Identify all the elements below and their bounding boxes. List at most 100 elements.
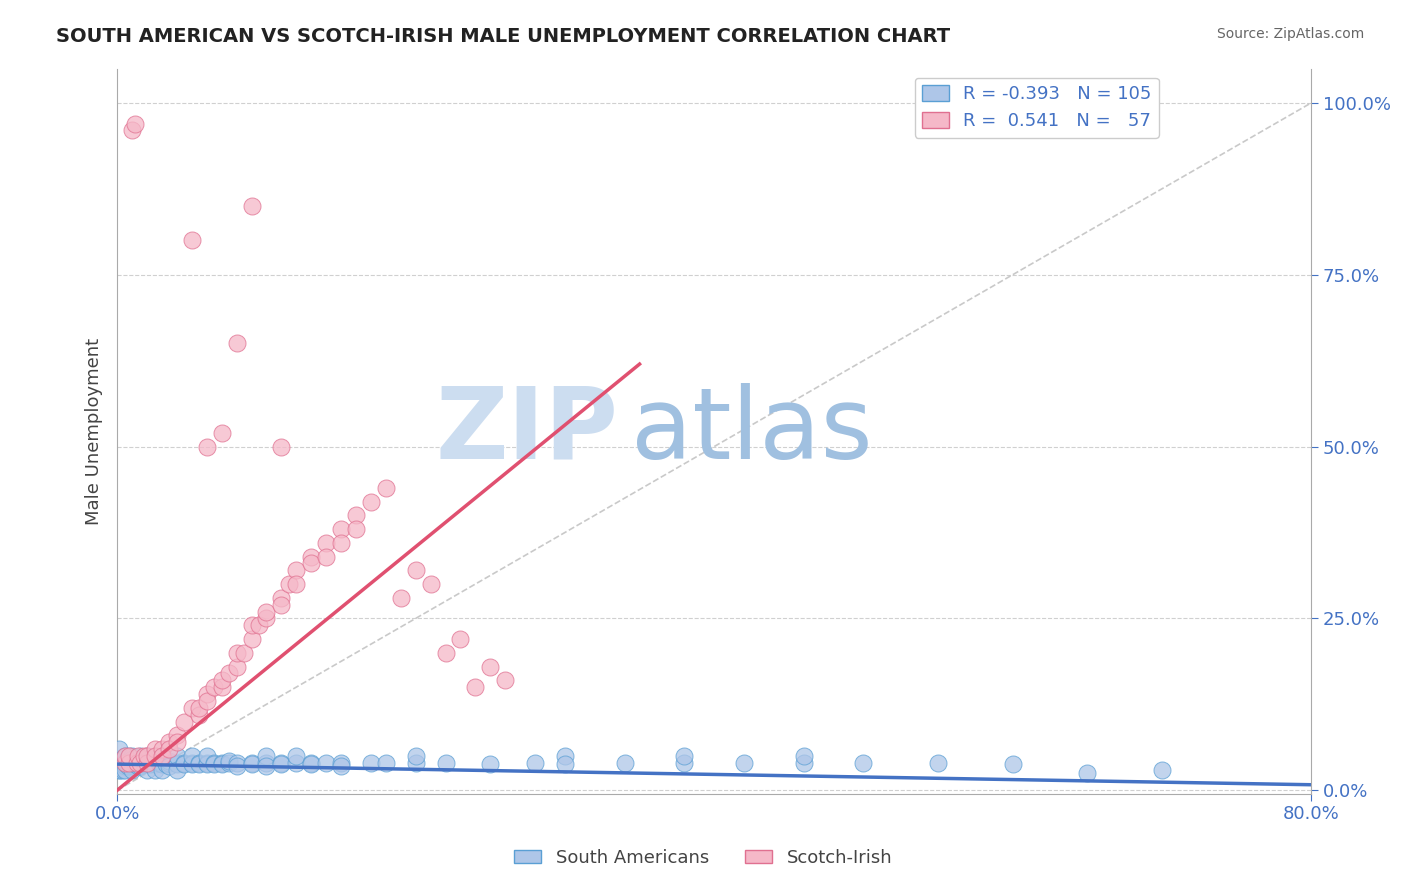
- Point: [554, 757, 576, 772]
- Point: [132, 748, 155, 763]
- Point: [118, 748, 141, 763]
- Point: [270, 591, 292, 605]
- Point: [128, 756, 150, 770]
- Point: [613, 756, 636, 770]
- Point: [211, 756, 233, 770]
- Point: [256, 748, 278, 763]
- Point: [195, 748, 218, 763]
- Point: [852, 756, 875, 770]
- Point: [180, 700, 202, 714]
- Point: [121, 752, 143, 766]
- Point: [173, 757, 195, 772]
- Point: [159, 756, 181, 770]
- Point: [405, 748, 427, 763]
- Point: [143, 763, 166, 777]
- Point: [107, 759, 129, 773]
- Point: [111, 757, 134, 772]
- Point: [1150, 763, 1173, 777]
- Point: [315, 536, 337, 550]
- Point: [218, 755, 240, 769]
- Point: [270, 756, 292, 770]
- Point: [114, 756, 136, 770]
- Point: [132, 757, 155, 772]
- Point: [299, 549, 322, 564]
- Y-axis label: Male Unemployment: Male Unemployment: [86, 337, 103, 524]
- Point: [195, 757, 218, 772]
- Point: [155, 756, 177, 770]
- Point: [434, 646, 457, 660]
- Point: [155, 757, 177, 772]
- Point: [240, 199, 263, 213]
- Point: [173, 756, 195, 770]
- Point: [479, 757, 502, 772]
- Point: [118, 756, 141, 770]
- Point: [136, 748, 159, 763]
- Point: [195, 687, 218, 701]
- Point: [117, 755, 139, 769]
- Point: [132, 755, 155, 769]
- Point: [277, 577, 299, 591]
- Point: [285, 563, 308, 577]
- Point: [299, 557, 322, 571]
- Point: [125, 756, 148, 770]
- Point: [143, 757, 166, 772]
- Point: [180, 233, 202, 247]
- Point: [270, 440, 292, 454]
- Point: [112, 756, 135, 770]
- Point: [330, 756, 353, 770]
- Point: [927, 756, 949, 770]
- Point: [180, 757, 202, 772]
- Point: [188, 700, 211, 714]
- Point: [136, 757, 159, 772]
- Point: [114, 759, 136, 773]
- Point: [124, 756, 146, 770]
- Point: [285, 756, 308, 770]
- Point: [136, 763, 159, 777]
- Point: [150, 748, 173, 763]
- Point: [150, 756, 173, 770]
- Point: [159, 735, 181, 749]
- Point: [124, 757, 146, 772]
- Point: [374, 481, 396, 495]
- Point: [173, 714, 195, 729]
- Point: [270, 757, 292, 772]
- Point: [315, 756, 337, 770]
- Point: [114, 748, 136, 763]
- Point: [285, 748, 308, 763]
- Point: [114, 756, 136, 770]
- Point: [270, 598, 292, 612]
- Point: [218, 756, 240, 770]
- Point: [188, 707, 211, 722]
- Point: [128, 748, 150, 763]
- Point: [121, 748, 143, 763]
- Point: [218, 666, 240, 681]
- Point: [180, 748, 202, 763]
- Point: [195, 756, 218, 770]
- Point: [166, 756, 188, 770]
- Point: [150, 757, 173, 772]
- Point: [188, 757, 211, 772]
- Point: [285, 577, 308, 591]
- Point: [240, 757, 263, 772]
- Point: [225, 756, 247, 770]
- Point: [136, 748, 159, 763]
- Point: [121, 123, 143, 137]
- Point: [793, 756, 815, 770]
- Point: [299, 757, 322, 772]
- Point: [225, 336, 247, 351]
- Point: [299, 756, 322, 770]
- Point: [118, 757, 141, 772]
- Point: [256, 605, 278, 619]
- Point: [211, 757, 233, 772]
- Point: [360, 756, 382, 770]
- Point: [330, 759, 353, 773]
- Point: [211, 673, 233, 688]
- Point: [150, 763, 173, 777]
- Point: [121, 756, 143, 770]
- Point: [211, 425, 233, 440]
- Point: [344, 508, 367, 523]
- Point: [554, 748, 576, 763]
- Point: [247, 618, 270, 632]
- Point: [143, 742, 166, 756]
- Point: [114, 748, 136, 763]
